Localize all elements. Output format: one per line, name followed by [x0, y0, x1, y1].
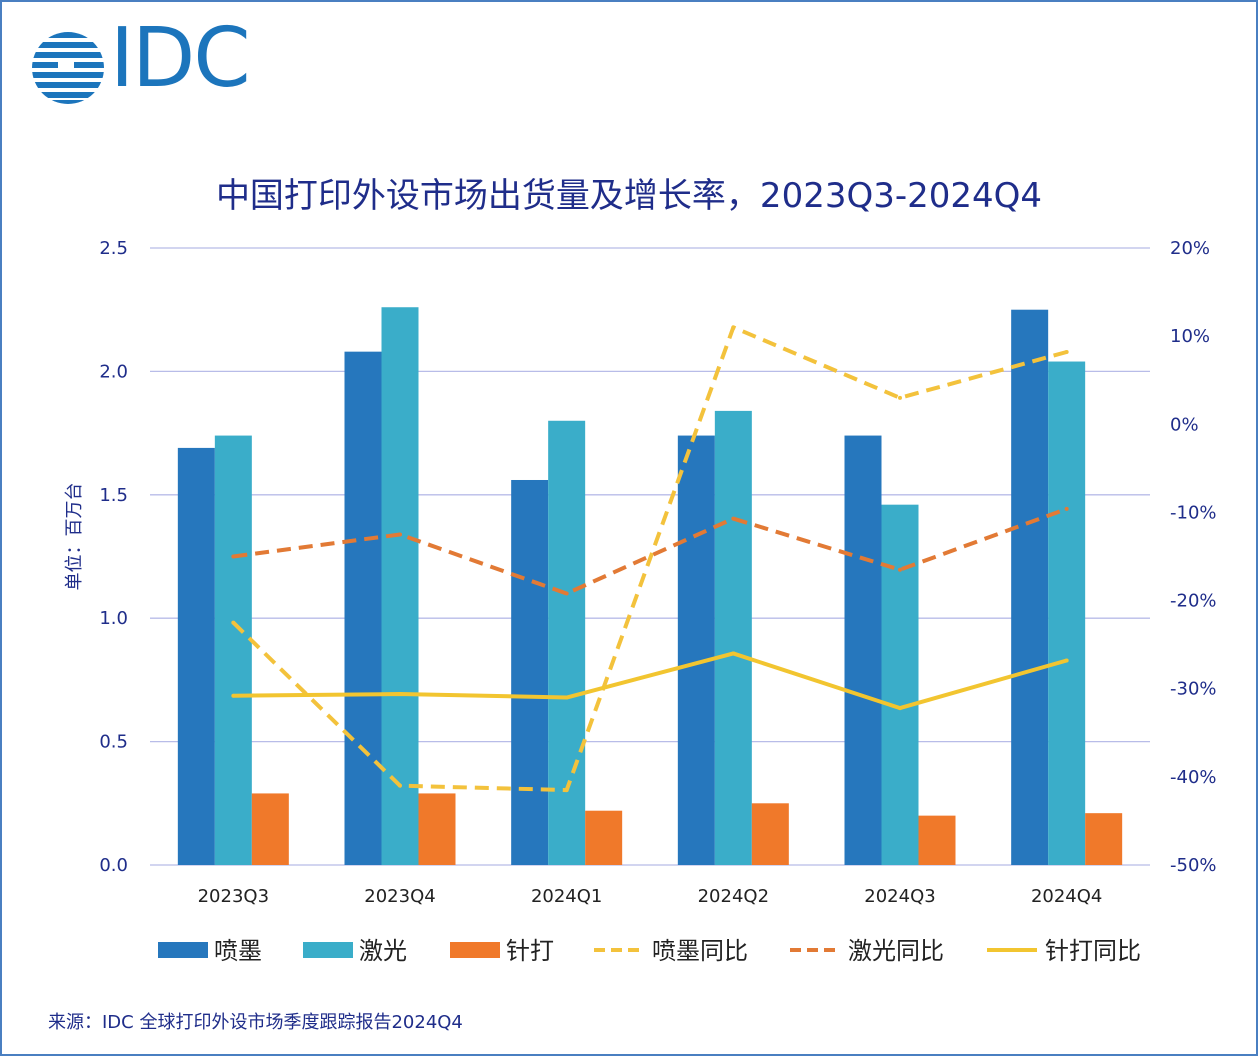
legend-swatch: [158, 942, 208, 958]
bar-激光: [548, 420, 586, 865]
y-tick-label: 0.0: [99, 855, 128, 876]
y2-tick-label: -20%: [1170, 591, 1217, 612]
x-tick-label: 2024Q4: [1031, 886, 1102, 907]
legend-swatch: [303, 942, 353, 958]
y-tick-label: 1.0: [99, 608, 128, 629]
bar-针打: [585, 810, 623, 865]
bar-激光: [214, 435, 252, 865]
line-激光同比: [233, 507, 1068, 596]
chart-title: 中国打印外设市场出货量及增长率，2023Q3-2024Q4: [215, 176, 1043, 216]
point-针打同比: [231, 693, 236, 698]
point-激光同比: [231, 554, 236, 559]
line-针打同比: [233, 651, 1068, 711]
point-针打同比: [731, 651, 736, 656]
legend-label: 针打同比: [1045, 937, 1141, 965]
y2-tick-label: -10%: [1170, 502, 1217, 523]
bar-针打: [751, 803, 789, 865]
x-tick-label: 2023Q4: [364, 886, 435, 907]
point-激光同比: [731, 516, 736, 521]
bar-针打: [1085, 813, 1123, 865]
x-tick-label: 2024Q2: [698, 886, 769, 907]
bar-激光: [714, 410, 752, 865]
bar-激光: [881, 504, 919, 865]
legend-swatch: [450, 942, 500, 958]
idc-logo: [30, 30, 106, 110]
point-喷墨同比: [231, 620, 236, 625]
line-喷墨同比: [231, 325, 1068, 793]
y2-tick-label: 10%: [1170, 326, 1210, 347]
y-tick-label: 1.5: [99, 485, 128, 506]
point-针打同比: [1064, 658, 1069, 663]
source-footer: 来源：IDC 全球打印外设市场季度跟踪报告2024Q4: [48, 1012, 463, 1033]
legend-label: 针打: [506, 937, 554, 965]
y2-tick-label: 20%: [1170, 238, 1210, 259]
bar-针打: [918, 815, 956, 865]
bar-喷墨: [1011, 309, 1049, 865]
bar-喷墨: [177, 447, 215, 865]
legend-label: 激光: [359, 937, 407, 965]
point-激光同比: [898, 567, 902, 572]
point-喷墨同比: [731, 325, 736, 330]
point-激光同比: [398, 532, 402, 537]
point-喷墨同比: [1064, 350, 1069, 355]
point-针打同比: [898, 706, 902, 711]
bar-喷墨: [677, 435, 715, 865]
y2-tick-label: -50%: [1170, 855, 1217, 876]
globe-icon: [32, 32, 104, 104]
legend-label: 喷墨: [214, 937, 262, 965]
y2-tick-label: -30%: [1170, 679, 1217, 700]
y2-tick-label: 0%: [1170, 414, 1199, 435]
point-针打同比: [398, 692, 402, 697]
y-tick-label: 0.5: [99, 732, 128, 753]
y2-tick-label: -40%: [1170, 767, 1217, 788]
bar-激光: [381, 307, 419, 865]
legend-label: 激光同比: [848, 937, 944, 965]
y-tick-label: 2.0: [99, 361, 128, 382]
y-axis-title: 单位：百万台: [64, 483, 85, 591]
bar-针打: [251, 793, 289, 865]
point-针打同比: [564, 695, 569, 700]
point-激光同比: [1064, 506, 1069, 511]
idc-logo-text: IDC: [110, 11, 251, 106]
x-tick-label: 2024Q1: [531, 886, 602, 907]
x-tick-label: 2023Q3: [198, 886, 269, 907]
bar-喷墨: [511, 479, 549, 865]
legend-label: 喷墨同比: [652, 937, 748, 965]
point-喷墨同比: [398, 783, 402, 788]
bar-针打: [418, 793, 456, 865]
point-喷墨同比: [898, 395, 902, 400]
bar-喷墨: [844, 435, 882, 865]
bar-激光: [1048, 361, 1086, 865]
x-tick-label: 2024Q3: [864, 886, 935, 907]
bar-喷墨: [344, 351, 382, 865]
point-激光同比: [564, 591, 569, 596]
point-喷墨同比: [564, 788, 569, 793]
y-tick-label: 2.5: [99, 238, 128, 259]
